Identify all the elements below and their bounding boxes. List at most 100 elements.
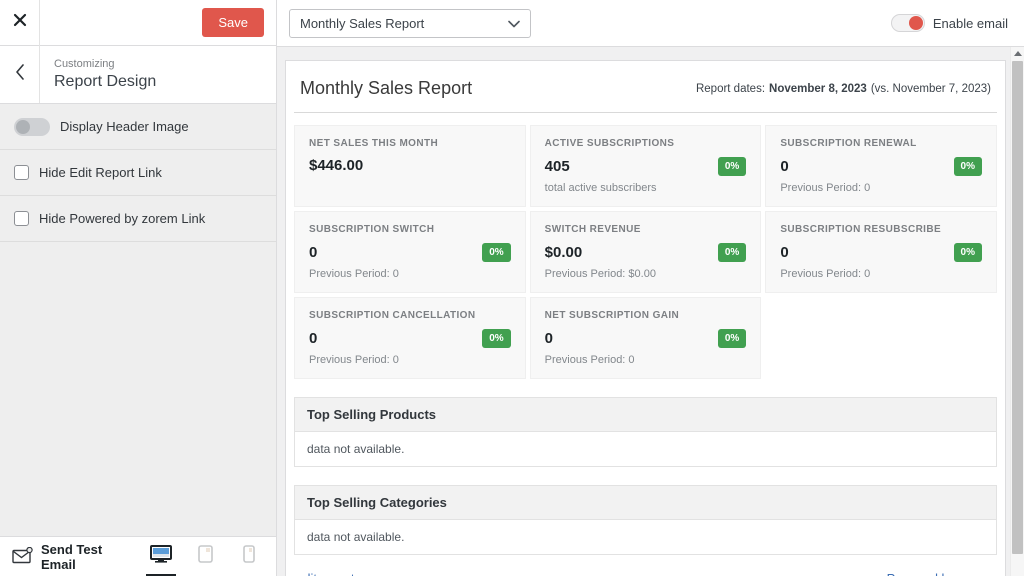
control-display-header-image: Display Header Image [0,104,276,150]
metric-label: NET SUBSCRIPTION GAIN [544,310,680,321]
metrics-grid: NET SALES THIS MONTH $446.00 ACTIVE SUBS… [294,125,997,379]
metric-subscription-resubscribe: SUBSCRIPTION RESUBSCRIBE 0 0% Previous P… [765,211,997,293]
panel-header: Customizing Report Design [0,46,276,104]
metric-label: NET SALES THIS MONTH [309,138,439,149]
device-preview-group [146,537,264,576]
preview-tablet-button[interactable] [190,537,220,576]
control-label: Display Header Image [60,119,189,134]
section-body: data not available. [307,530,405,544]
control-hide-powered-by-zorem-link: Hide Powered by zorem Link [0,196,276,242]
close-button[interactable] [0,0,40,46]
tablet-icon [197,545,213,568]
section-title: Top Selling Products [295,398,996,432]
preview-mobile-button[interactable] [234,537,264,576]
email-preview-area: Monthly Sales Report Report dates: Novem… [277,47,1024,576]
edit-report-link[interactable]: edit report [296,571,355,576]
email-send-icon [12,546,33,567]
metric-active-subscriptions: ACTIVE SUBSCRIPTIONS 405 0% total active… [529,125,762,207]
report-dates: Report dates: November 8, 2023 (vs. Nove… [696,83,991,95]
display-header-image-toggle[interactable] [14,117,50,136]
preview-desktop-button[interactable] [146,537,176,576]
save-button[interactable]: Save [202,8,264,37]
panel-titles: Customizing Report Design [40,46,170,103]
control-label: Hide Powered by zorem Link [39,211,206,226]
metric-label: SWITCH REVENUE [544,224,641,235]
metric-net-sales: NET SALES THIS MONTH $446.00 [294,125,526,207]
back-button[interactable] [0,46,40,103]
metric-subtext: Previous Period: 0 [544,354,635,366]
customizing-label: Customizing [54,58,115,70]
metric-value: $0.00 [544,244,583,261]
chevron-down-icon [508,16,520,31]
panel-title: Report Design [54,73,157,90]
top-selling-products-section: Top Selling Products data not available. [294,397,997,467]
report-type-select[interactable]: Monthly Sales Report [289,8,531,38]
hide-powered-by-zorem-link-checkbox[interactable] [14,211,29,226]
metric-value: 0 [780,158,789,175]
section-title: Top Selling Categories [295,486,996,520]
metric-badge: 0% [717,157,747,176]
preview-pane: Monthly Sales Report Enable email Monthl… [277,0,1024,576]
enable-email-label: Enable email [932,15,1008,31]
metric-subtext: Previous Period: 0 [780,182,871,194]
close-icon [13,13,27,32]
control-hide-edit-report-link: Hide Edit Report Link [0,150,276,196]
metric-switch-revenue: SWITCH REVENUE $0.00 0% Previous Period:… [529,211,762,293]
metric-subscription-switch: SUBSCRIPTION SWITCH 0 0% Previous Period… [294,211,526,293]
controls-list: Display Header Image Hide Edit Report Li… [0,104,276,536]
metric-empty-cell [765,297,997,379]
scroll-up-arrow-icon[interactable] [1011,47,1024,59]
phone-icon [243,545,255,568]
powered-by-zorem-link[interactable]: Powered by zorem [887,571,995,576]
preview-scrollbar[interactable] [1010,47,1024,576]
metric-badge: 0% [953,157,982,176]
metric-value: 0 [309,244,318,261]
report-header: Monthly Sales Report Report dates: Novem… [294,61,997,113]
metric-label: SUBSCRIPTION RESUBSCRIBE [780,224,942,235]
report-type-selected-value: Monthly Sales Report [300,15,425,31]
send-test-email-button[interactable]: Send Test Email [12,542,138,572]
metric-subscription-cancellation: SUBSCRIPTION CANCELLATION 0 0% Previous … [294,297,526,379]
metric-subtext: total active subscribers [544,182,657,194]
top-selling-categories-section: Top Selling Categories data not availabl… [294,485,997,555]
metric-value: 405 [544,158,570,175]
chevron-left-icon [15,64,25,85]
metric-badge: 0% [482,243,511,262]
report-footer-links: edit report Powered by zorem [294,571,997,576]
metric-subscription-renewal: SUBSCRIPTION RENEWAL 0 0% Previous Perio… [765,125,997,207]
report-date-primary: November 8, 2023 [769,82,867,95]
metric-subtext: Previous Period: 0 [780,268,871,280]
metric-value: $446.00 [309,157,364,174]
metric-label: SUBSCRIPTION RENEWAL [780,138,917,149]
metric-subtext: Previous Period: 0 [309,354,399,366]
sidebar-topbar: Save [0,0,276,46]
scrollbar-thumb[interactable] [1012,61,1023,554]
metric-badge: 0% [953,243,982,262]
hide-edit-report-link-checkbox[interactable] [14,165,29,180]
metric-badge: 0% [482,329,511,348]
report-dates-prefix: Report dates: [695,82,766,95]
control-label: Hide Edit Report Link [39,165,162,180]
desktop-icon [150,545,172,568]
customizer-sidebar: Save Customizing Report Design Display H… [0,0,277,576]
preview-topbar: Monthly Sales Report Enable email [277,0,1024,47]
report-card: Monthly Sales Report Report dates: Novem… [285,60,1006,576]
sidebar-footer: Send Test Email [0,536,276,576]
enable-email-toggle[interactable] [890,14,925,32]
metric-label: SUBSCRIPTION CANCELLATION [309,310,476,321]
send-test-email-label: Send Test Email [41,541,103,572]
metric-label: ACTIVE SUBSCRIPTIONS [544,138,675,149]
metric-label: SUBSCRIPTION SWITCH [309,224,435,235]
metric-subtext: Previous Period: $0.00 [544,268,656,280]
enable-email-control: Enable email [890,14,1012,32]
metric-value: 0 [544,330,553,347]
metric-value: 0 [309,330,318,347]
metric-badge: 0% [717,243,747,262]
report-title: Monthly Sales Report [300,78,473,98]
metric-value: 0 [780,244,789,261]
metric-badge: 0% [717,329,747,348]
section-body: data not available. [307,442,405,456]
report-date-comparison: (vs. November 7, 2023) [870,82,991,95]
metric-subtext: Previous Period: 0 [309,268,399,280]
